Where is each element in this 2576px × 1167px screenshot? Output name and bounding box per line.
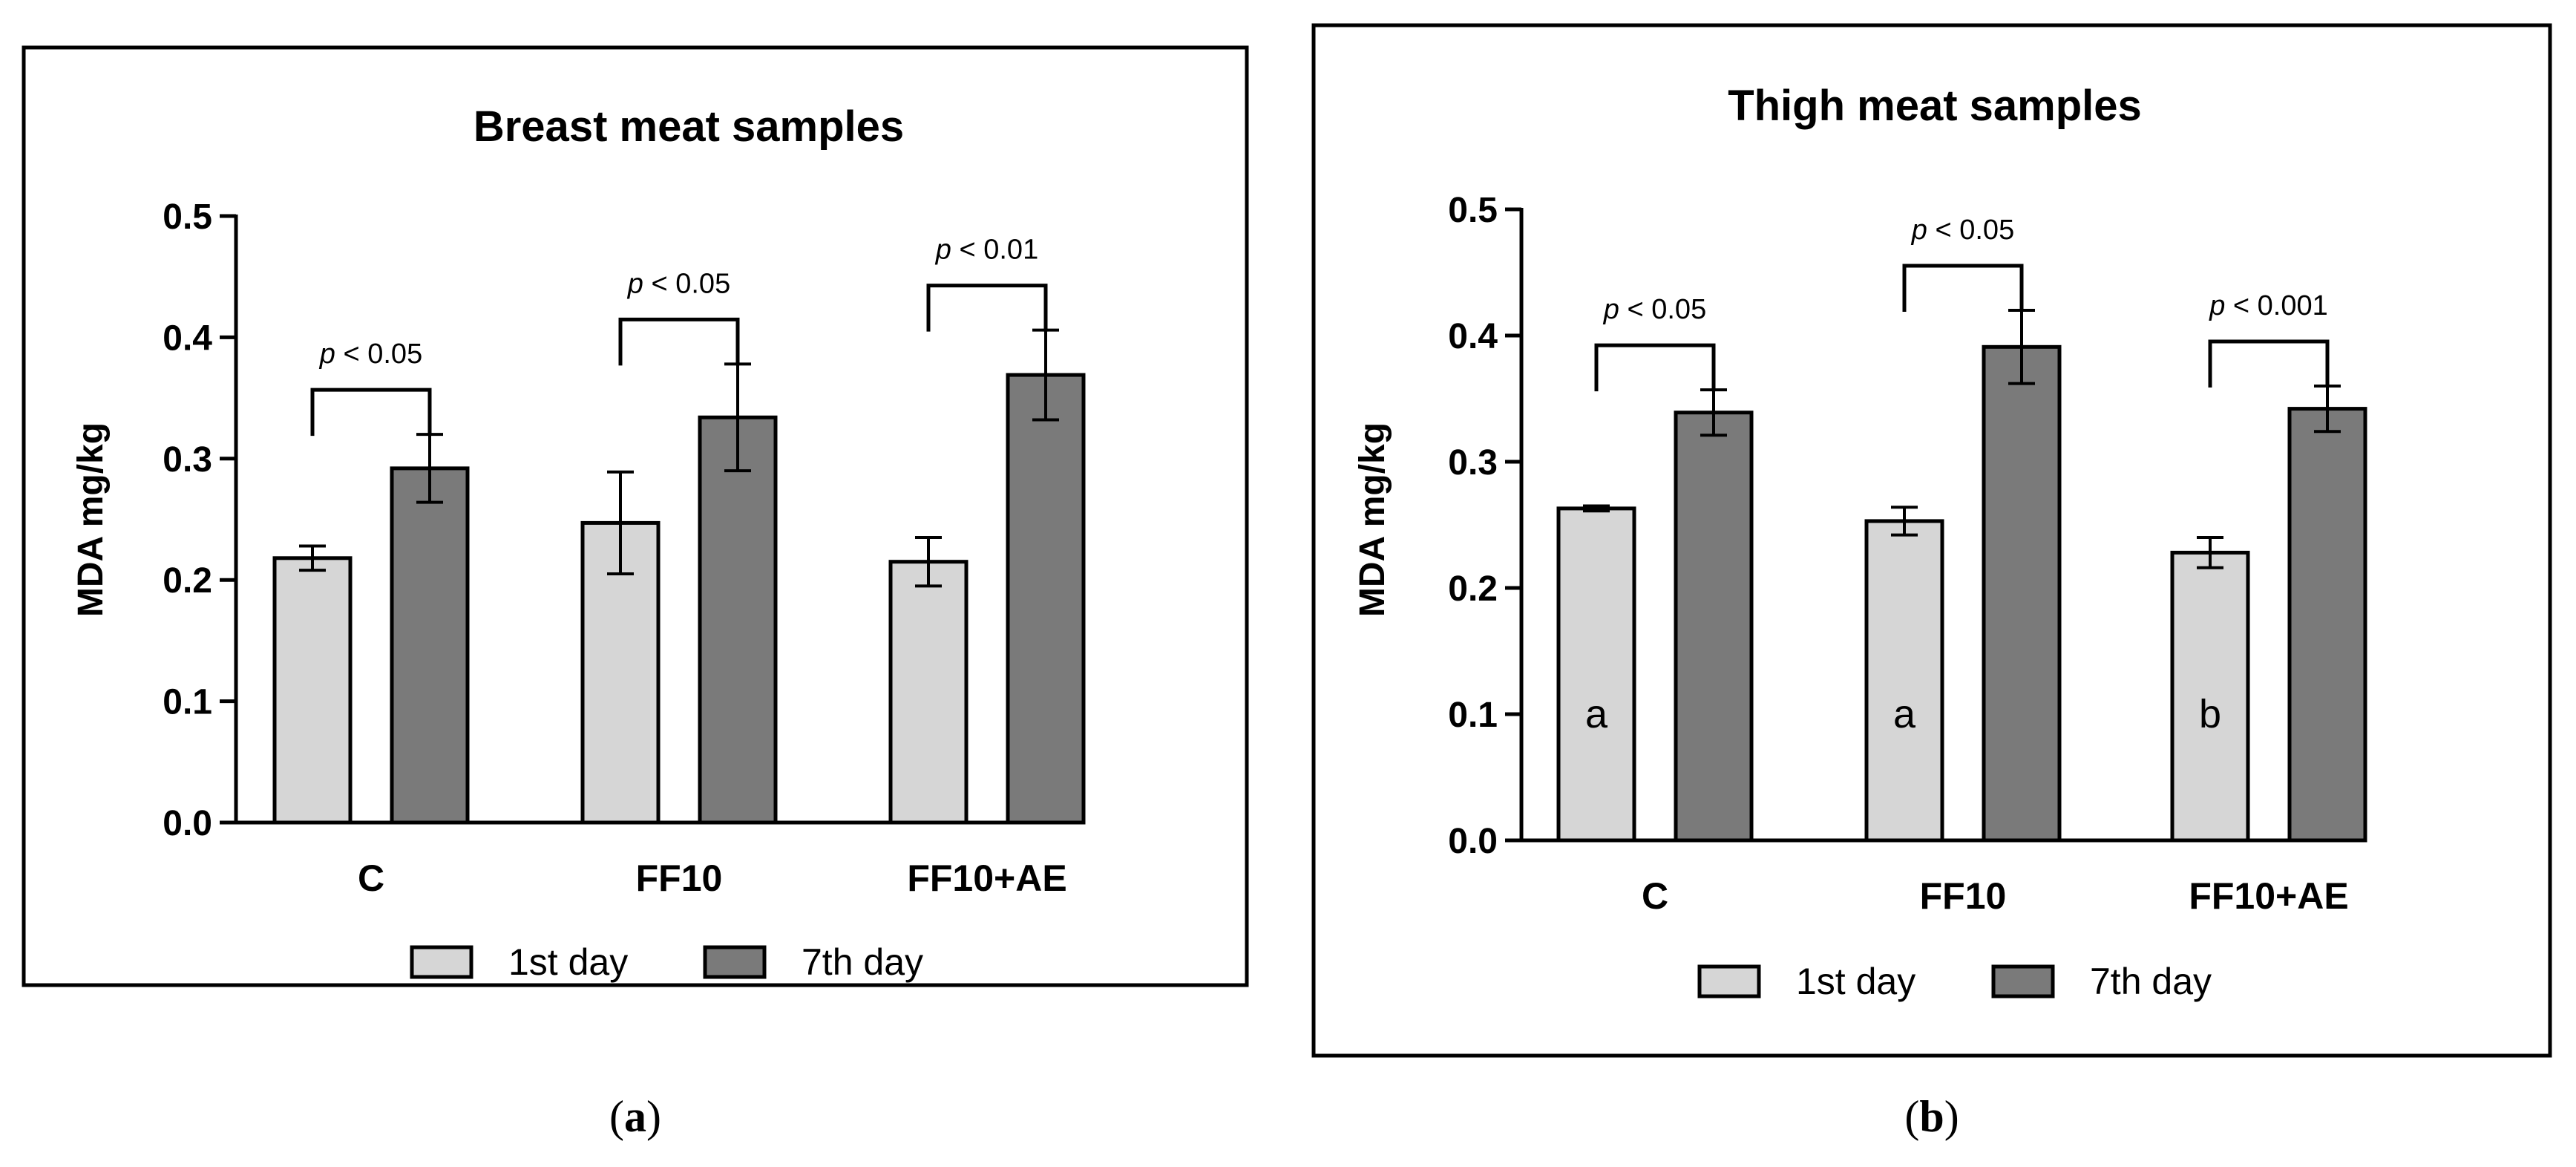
bar-day1 [2170, 550, 2250, 843]
y-tick-label: 0.3 [163, 440, 212, 480]
bar-day1 [1556, 506, 1636, 843]
bar-day7 [1006, 373, 1086, 825]
legend-label: 1st day [508, 941, 628, 983]
legend-label: 7th day [802, 941, 923, 983]
bar-day7 [2287, 407, 2367, 843]
p-threshold: < 0.001 [2225, 290, 2327, 321]
group-letter: b [2199, 692, 2221, 736]
legend-label: 1st day [1796, 961, 1915, 1002]
p-value-label: p < 0.05 [319, 339, 422, 370]
significance-bracket [926, 284, 1048, 332]
p-value-label: p < 0.05 [627, 268, 730, 299]
p-symbol: p [935, 235, 951, 266]
panel-label-part: ( [609, 1092, 624, 1141]
p-threshold: < 0.05 [335, 339, 422, 370]
y-tick-label: 0.1 [163, 683, 212, 722]
x-tick-label: FF10 [1920, 875, 2007, 917]
x-tick-label: FF10 [636, 857, 723, 899]
p-symbol: p [627, 268, 643, 299]
y-tick-label: 0.1 [1448, 696, 1498, 735]
legend-swatch-day1 [410, 945, 473, 979]
bar-day1 [888, 560, 969, 825]
panel-label: (b) [1904, 1092, 1959, 1141]
panel-frame [22, 45, 1249, 987]
significance-bracket [310, 388, 432, 437]
significance-bracket [1594, 343, 1716, 392]
significance-bracket [2208, 339, 2330, 388]
p-threshold: < 0.01 [951, 235, 1038, 266]
panel-label-part: ( [1904, 1092, 1919, 1141]
bar-day7 [1674, 411, 1754, 843]
p-threshold: < 0.05 [1927, 215, 2014, 246]
y-tick-label: 0.2 [163, 561, 212, 601]
p-value-label: p < 0.05 [1911, 215, 2014, 246]
p-symbol: p [2209, 290, 2225, 321]
panel-label-part: b [1919, 1092, 1944, 1141]
p-value-label: p < 0.05 [1603, 294, 1706, 325]
legend-swatch-day7 [1991, 964, 2055, 998]
legend-swatch-day7 [703, 945, 767, 979]
y-axis-label: MDA mg/kg [1353, 422, 1392, 617]
significance-bracket [1902, 264, 2024, 312]
panel-label-part: ) [1944, 1092, 1959, 1141]
y-tick-label: 0.3 [1448, 443, 1498, 483]
y-tick-label: 0.0 [163, 804, 212, 843]
legend-swatch-day1 [1697, 964, 1761, 998]
chart-title: Thigh meat samples [1728, 82, 2142, 130]
panel-label: (a) [609, 1092, 661, 1141]
y-tick-label: 0.5 [1448, 191, 1498, 230]
group-letter: a [1585, 692, 1608, 736]
p-threshold: < 0.05 [643, 268, 730, 299]
y-tick-label: 0.4 [1448, 317, 1498, 356]
legend-label: 7th day [2090, 961, 2212, 1002]
panel-frame [1311, 23, 2552, 1058]
panel-label-part: ) [646, 1092, 661, 1141]
p-value-label: p < 0.01 [935, 235, 1038, 266]
p-symbol: p [319, 339, 335, 370]
y-axis-label: MDA mg/kg [71, 422, 111, 617]
x-tick-label: C [1642, 875, 1668, 917]
bar-day7 [390, 466, 470, 825]
x-tick-label: FF10+AE [2189, 875, 2348, 917]
significance-bracket [618, 317, 740, 366]
panel-a-breast: Breast meat samples 0.0 0.1 0.2 0.3 0.4 0.5 MDA… [22, 45, 1249, 1141]
x-tick-label: C [358, 857, 384, 899]
panel-label-part: a [624, 1092, 646, 1141]
y-tick-label: 0.2 [1448, 569, 1498, 609]
chart-title: Breast meat samples [473, 102, 904, 151]
p-value-label: p < 0.001 [2209, 290, 2328, 321]
bar-day7 [1982, 344, 2062, 843]
p-symbol: p [1603, 294, 1619, 325]
bar-day1 [1864, 519, 1944, 843]
y-tick-label: 0.4 [163, 318, 212, 358]
x-tick-label: FF10+AE [907, 857, 1066, 899]
group-letter: a [1893, 692, 1916, 736]
y-tick-label: 0.0 [1448, 822, 1498, 861]
panel-b-thigh: Thigh meat samples 0.0 0.1 0.2 0.3 0.4 0.5 MDA … [1311, 23, 2552, 1141]
p-threshold: < 0.05 [1619, 294, 1706, 325]
p-symbol: p [1911, 215, 1927, 246]
y-tick-label: 0.5 [163, 197, 212, 237]
bar-day7 [698, 415, 778, 825]
bar-day1 [272, 556, 353, 825]
